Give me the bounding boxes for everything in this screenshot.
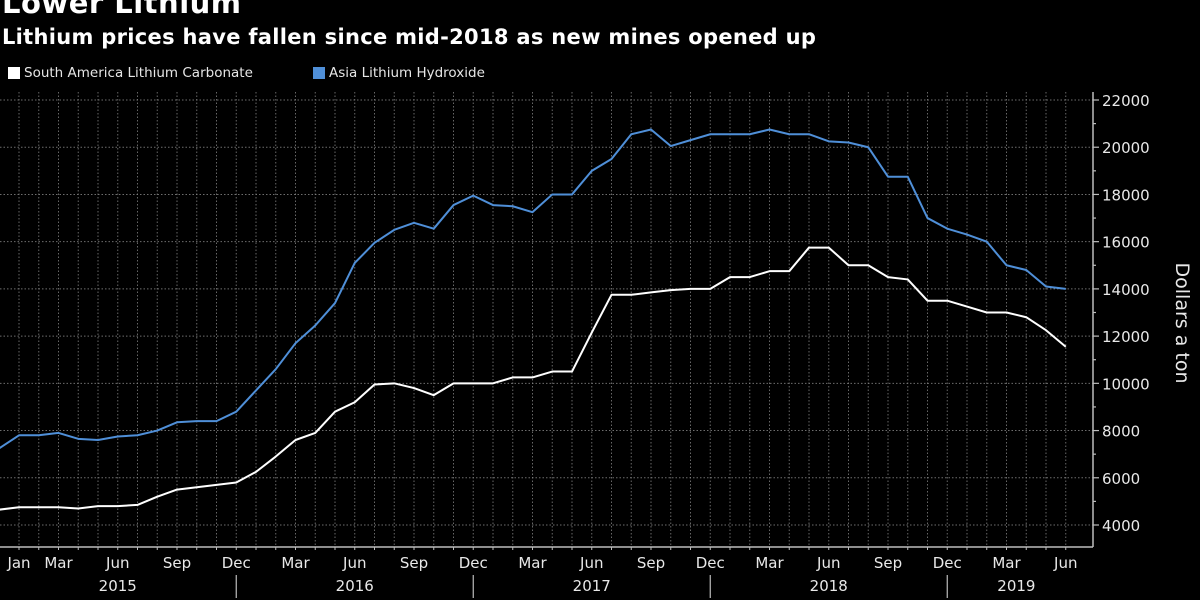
y-tick-label: 10000 [1102, 375, 1150, 393]
x-year-label: 2016 [336, 577, 374, 595]
y-tick-label: 18000 [1102, 186, 1150, 204]
y-tick-label: 22000 [1102, 92, 1150, 110]
vertical-gridlines [18, 92, 1067, 550]
legend-swatch-asia [313, 67, 325, 79]
x-year-label: 2019 [997, 577, 1035, 595]
x-tick-label: Jun [1053, 554, 1077, 572]
y-tick-label: 20000 [1102, 139, 1150, 157]
x-tick-labels: Jan Mar Jun Sep Dec Mar Jun Sep Dec Mar Jun Sep Dec M… [6, 554, 1077, 595]
y-tick-label: 12000 [1102, 328, 1150, 346]
legend-label-asia: Asia Lithium Hydroxide [329, 65, 485, 81]
x-tick-label: Mar [518, 554, 547, 572]
legend-swatch-south-america [8, 67, 20, 79]
series-lines [0, 128, 1067, 511]
y-axis-label: Dollars a ton [1171, 262, 1193, 383]
x-tick-label: Mar [281, 554, 310, 572]
series-line-south-america [0, 246, 1067, 511]
chart-title: Lower Lithium [2, 0, 242, 20]
x-year-label: 2015 [99, 577, 137, 595]
legend-item-asia: Asia Lithium Hydroxide [313, 65, 485, 81]
y-tick-label: 6000 [1102, 470, 1140, 488]
x-tick-label: Jun [105, 554, 129, 572]
horizontal-gridlines [0, 99, 1093, 526]
x-tick-label: Sep [400, 554, 428, 572]
x-tick-label: Dec [459, 554, 488, 572]
x-tick-label: Jun [816, 554, 840, 572]
y-tick-label: 14000 [1102, 281, 1150, 299]
x-tick-label: Dec [222, 554, 251, 572]
y-tick-label: 4000 [1102, 517, 1140, 535]
x-tick-label: Mar [755, 554, 784, 572]
x-tick-label: Jun [579, 554, 603, 572]
x-tick-label: Sep [874, 554, 902, 572]
axes [0, 92, 1099, 598]
x-tick-label: Dec [933, 554, 962, 572]
y-tick-label: 16000 [1102, 234, 1150, 252]
x-tick-label: Mar [44, 554, 73, 572]
legend-label-south-america: South America Lithium Carbonate [24, 65, 253, 81]
x-tick-label: Jan [6, 554, 30, 572]
y-tick-label: 8000 [1102, 423, 1140, 441]
x-year-label: 2017 [573, 577, 611, 595]
chart-subtitle: Lithium prices have fallen since mid-201… [2, 25, 817, 49]
x-tick-label: Dec [696, 554, 725, 572]
series-line-asia [0, 128, 1066, 449]
x-tick-label: Sep [637, 554, 665, 572]
x-tick-label: Mar [992, 554, 1021, 572]
legend-item-south-america: South America Lithium Carbonate [8, 65, 253, 81]
x-tick-label: Jun [342, 554, 366, 572]
x-tick-label: Sep [163, 554, 191, 572]
y-tick-labels: 22000 20000 18000 16000 14000 12000 10000 8000 6… [1102, 92, 1150, 535]
x-year-label: 2018 [810, 577, 848, 595]
